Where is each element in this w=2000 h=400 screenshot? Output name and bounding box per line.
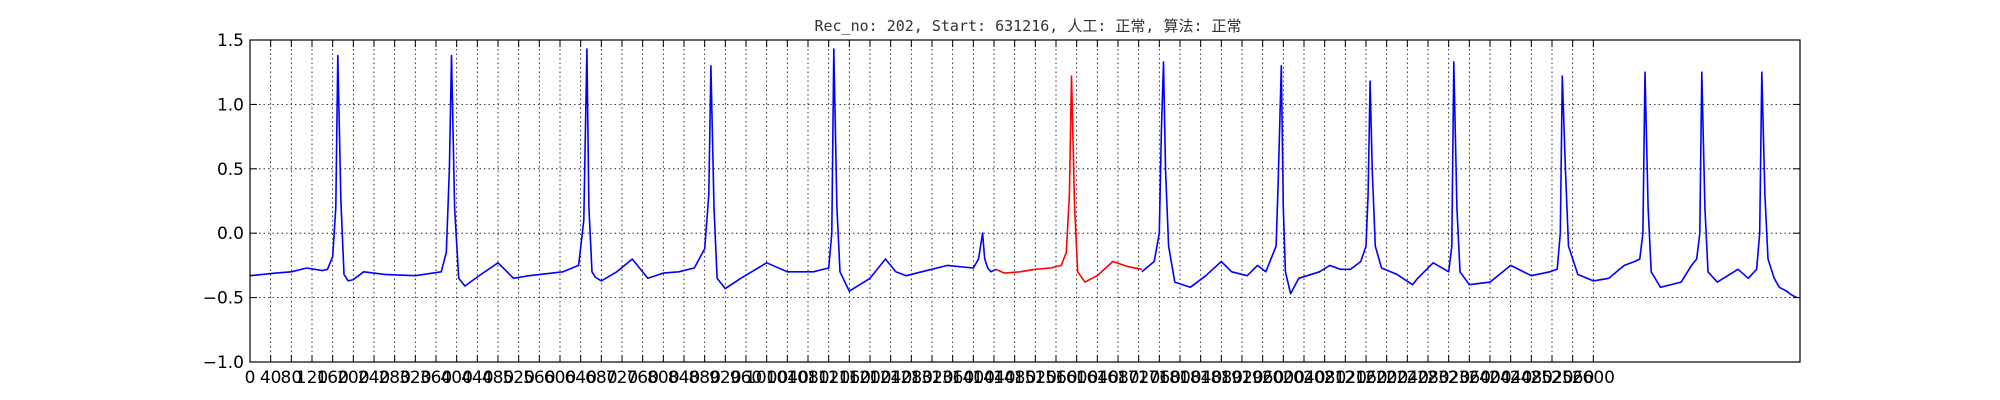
x-tick-label: 1520: [1014, 368, 1057, 388]
x-tick-label: 1800: [1158, 368, 1201, 388]
x-tick-label: 480: [482, 368, 514, 388]
x-tick-label: 720: [606, 368, 638, 388]
x-tick-label: 1840: [1179, 368, 1222, 388]
x-tick-label: 2600: [1572, 368, 1615, 388]
y-tick-label: 0.5: [217, 160, 244, 180]
x-tick-label: 960: [730, 368, 762, 388]
y-tick-label: 1.5: [217, 31, 244, 51]
x-tick-label: 1600: [1055, 368, 1098, 388]
y-tick-label: −0.5: [203, 289, 244, 309]
x-tick-labels: 0 40 8012016020024028032036040044048052056…: [245, 368, 1615, 388]
x-tick-label: 1160: [828, 368, 871, 388]
x-tick-label: 1400: [952, 368, 995, 388]
x-tick-label: 1040: [766, 368, 809, 388]
x-tick-label: 240: [358, 368, 390, 388]
x-tick-label: 1320: [910, 368, 953, 388]
x-tick-label: 880: [688, 368, 720, 388]
x-tick-label: 40: [260, 368, 282, 388]
x-tick-label: 1680: [1096, 368, 1139, 388]
x-tick-label: 760: [626, 368, 658, 388]
x-tick-label: 2040: [1282, 368, 1325, 388]
x-tick-label: 1280: [890, 368, 933, 388]
x-tick-label: 2480: [1510, 368, 1553, 388]
x-tick-label: 2520: [1530, 368, 1573, 388]
plot-frame: [249, 39, 1801, 363]
x-tick-label: 2280: [1406, 368, 1449, 388]
x-tick-label: 600: [544, 368, 576, 388]
x-tick-label: 640: [564, 368, 596, 388]
ecg-series-line: [1141, 61, 1798, 299]
x-tick-label: 1200: [848, 368, 891, 388]
x-tick-label: 1880: [1200, 368, 1243, 388]
x-tick-label: 1080: [786, 368, 829, 388]
x-tick-label: 2160: [1344, 368, 1387, 388]
x-tick-label: 1120: [807, 368, 850, 388]
x-tick-label: 1960: [1241, 368, 1284, 388]
x-tick-label: 1240: [869, 368, 912, 388]
x-tick-label: 1000: [745, 368, 788, 388]
x-tick-label: 200: [337, 368, 369, 388]
chart-title: Rec_no: 202, Start: 631216, 人工: 正常, 算法: …: [814, 17, 1241, 35]
x-tick-label: 1360: [931, 368, 974, 388]
x-tick-label: 2320: [1427, 368, 1470, 388]
x-tick-label: 1640: [1076, 368, 1119, 388]
x-tick-label: 920: [709, 368, 741, 388]
x-tick-label: 2000: [1262, 368, 1305, 388]
x-tick-label: 800: [647, 368, 679, 388]
x-tick-label: 680: [585, 368, 617, 388]
ecg-series-line: [249, 48, 997, 293]
x-tick-label: 120: [296, 368, 328, 388]
x-tick-label: 1480: [993, 368, 1036, 388]
x-tick-label: 160: [316, 368, 348, 388]
x-tick-label: 2080: [1303, 368, 1346, 388]
x-tick-label: 400: [440, 368, 472, 388]
x-tick-label: 80: [281, 368, 303, 388]
x-tick-label: 840: [668, 368, 700, 388]
y-tick-label: −1.0: [203, 353, 244, 373]
ecg-series-line: [995, 75, 1142, 283]
x-tick-label: 0: [245, 368, 256, 388]
x-tick-label: 1720: [1117, 368, 1160, 388]
y-tick-labels: −1.0 −0.5 0.0 0.5 1.0 1.5: [203, 31, 244, 373]
x-tick-label: 280: [378, 368, 410, 388]
tick-marks: [249, 39, 1800, 363]
x-tick-label: 560: [523, 368, 555, 388]
x-tick-label: 320: [399, 368, 431, 388]
x-tick-label: 1560: [1034, 368, 1077, 388]
x-tick-label: 2400: [1468, 368, 1511, 388]
series-group: [249, 48, 1798, 299]
x-tick-label: 2200: [1365, 368, 1408, 388]
x-tick-label: 440: [461, 368, 493, 388]
x-tick-label: 1440: [972, 368, 1015, 388]
x-tick-label: 1760: [1138, 368, 1181, 388]
y-tick-label: 1.0: [217, 95, 244, 115]
x-tick-label: 2240: [1386, 368, 1429, 388]
y-tick-label: 0.0: [217, 224, 244, 244]
x-tick-label: 2360: [1448, 368, 1491, 388]
x-tick-label: 2440: [1489, 368, 1532, 388]
x-tick-label: 1920: [1220, 368, 1263, 388]
x-tick-label: 2120: [1324, 368, 1367, 388]
x-tick-label: 360: [420, 368, 452, 388]
x-tick-label: 520: [502, 368, 534, 388]
x-tick-label: 2560: [1551, 368, 1594, 388]
